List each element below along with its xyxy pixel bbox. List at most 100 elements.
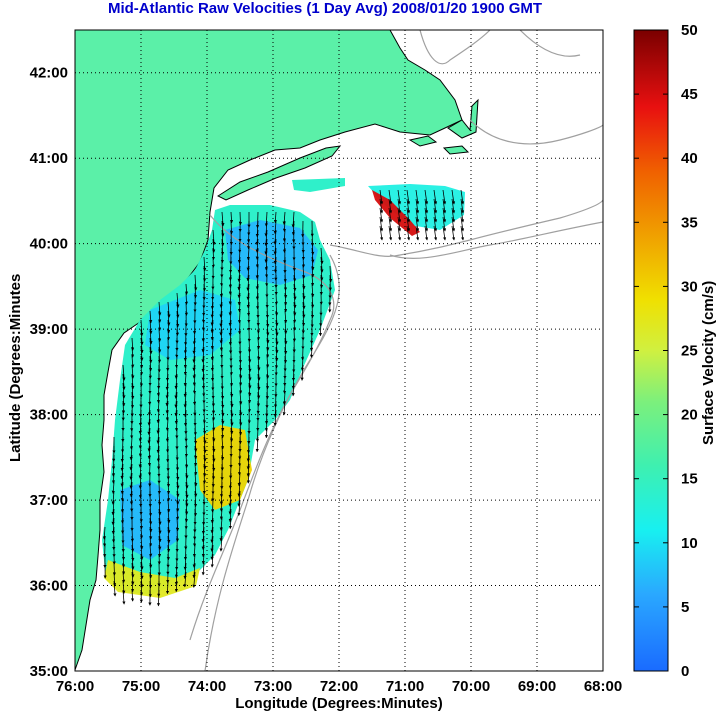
velocity-arrow — [176, 490, 180, 505]
velocity-arrow — [158, 499, 162, 516]
velocity-arrow — [220, 427, 225, 439]
velocity-arrow — [167, 508, 171, 524]
velocity-arrow — [130, 391, 135, 409]
velocity-arrow — [264, 256, 268, 271]
velocity-arrow — [165, 373, 169, 391]
velocity-arrow — [185, 481, 189, 499]
velocity-arrow — [311, 265, 315, 278]
velocity-arrow — [167, 535, 171, 553]
velocity-arrow — [156, 382, 161, 397]
velocity-arrow — [131, 364, 135, 379]
velocity-arrow — [129, 436, 134, 450]
velocity-arrow — [275, 328, 279, 345]
velocity-arrow — [460, 216, 465, 232]
velocity-arrow — [122, 580, 126, 594]
velocity-arrow — [397, 216, 402, 232]
colorbar-label: Surface Velocity (cm/s) — [700, 280, 717, 445]
velocity-arrow — [174, 382, 178, 399]
velocity-arrow — [301, 256, 306, 268]
velocity-arrow — [264, 238, 268, 255]
velocity-arrow — [257, 382, 261, 399]
velocity-arrow — [158, 310, 162, 323]
velocity-arrow — [292, 319, 297, 331]
velocity-arrow — [246, 265, 250, 282]
velocity-arrow — [284, 310, 288, 324]
velocity-arrow — [174, 409, 178, 425]
velocity-arrow — [228, 274, 232, 288]
velocity-arrow — [273, 247, 277, 265]
colorbar-tick-label: 15 — [681, 471, 698, 488]
velocity-arrow — [221, 229, 225, 247]
velocity-arrow — [230, 409, 234, 426]
velocity-arrow — [201, 562, 205, 576]
velocity-arrow — [311, 247, 315, 263]
velocity-arrow — [166, 328, 170, 341]
velocity-arrow — [265, 346, 270, 358]
velocity-arrow — [149, 310, 153, 324]
velocity-arrow — [451, 189, 456, 205]
velocity-arrow — [273, 229, 277, 245]
velocity-arrow — [183, 373, 187, 387]
velocity-arrow — [247, 238, 251, 250]
velocity-arrow — [237, 499, 241, 517]
velocity-arrow — [122, 562, 126, 575]
velocity-arrow — [111, 499, 115, 516]
velocity-arrow — [149, 553, 153, 568]
velocity-arrow — [192, 337, 196, 355]
velocity-arrow — [210, 544, 214, 561]
velocity-arrow — [165, 391, 169, 407]
velocity-arrow — [138, 454, 142, 468]
velocity-arrow — [415, 225, 420, 241]
velocity-arrow — [246, 463, 250, 477]
velocity-arrow — [131, 562, 135, 578]
velocity-arrow — [283, 382, 287, 394]
velocity-arrow — [239, 409, 243, 426]
velocity-arrow — [310, 301, 315, 319]
velocity-arrow — [121, 400, 126, 414]
colorbar-ticks: 0 5 10 15 20 25 30 35 40 45 50 — [634, 22, 698, 680]
x-tick-label: 69:00 — [518, 678, 556, 695]
velocity-arrow — [238, 382, 243, 394]
velocity-arrow — [302, 292, 306, 310]
velocity-arrow — [248, 364, 252, 381]
velocity-arrow — [212, 445, 216, 462]
velocity-arrow — [121, 553, 126, 568]
velocity-arrow — [302, 301, 306, 318]
velocity-arrow — [120, 454, 124, 472]
velocity-arrow — [149, 328, 153, 345]
velocity-arrow — [219, 328, 223, 344]
velocity-arrow — [156, 589, 161, 607]
velocity-arrow — [158, 328, 162, 342]
velocity-arrow — [138, 472, 142, 489]
velocity-arrow — [246, 472, 251, 484]
velocity-arrow — [194, 274, 198, 291]
velocity-arrow — [211, 400, 216, 414]
velocity-arrow — [255, 238, 259, 253]
velocity-arrow — [220, 445, 225, 461]
y-tick-label: 35:00 — [30, 663, 68, 680]
cape-cod — [447, 98, 479, 139]
velocity-arrow — [248, 373, 252, 389]
velocity-arrow — [301, 310, 306, 327]
x-tick-label: 75:00 — [122, 678, 160, 695]
velocity-arrow — [192, 346, 196, 363]
velocity-arrow — [219, 508, 224, 520]
velocity-arrow — [311, 283, 315, 298]
velocity-arrow — [183, 391, 187, 408]
velocity-arrow — [165, 580, 170, 595]
velocity-arrow — [309, 346, 314, 358]
velocity-arrow — [203, 454, 207, 470]
velocity-arrow — [397, 198, 402, 214]
velocity-arrow — [120, 490, 125, 502]
velocity-arrow — [320, 265, 324, 281]
velocity-arrow — [379, 225, 384, 241]
velocity-arrow — [246, 445, 250, 462]
colorbar-tick-label: 40 — [681, 150, 698, 167]
velocity-arrow — [275, 301, 279, 316]
velocity-arrow — [291, 382, 295, 397]
velocity-arrow — [185, 490, 189, 507]
velocity-arrow — [201, 337, 205, 353]
y-tick-label: 36:00 — [30, 578, 68, 595]
velocity-arrow — [176, 292, 180, 308]
velocity-arrow — [275, 346, 279, 362]
